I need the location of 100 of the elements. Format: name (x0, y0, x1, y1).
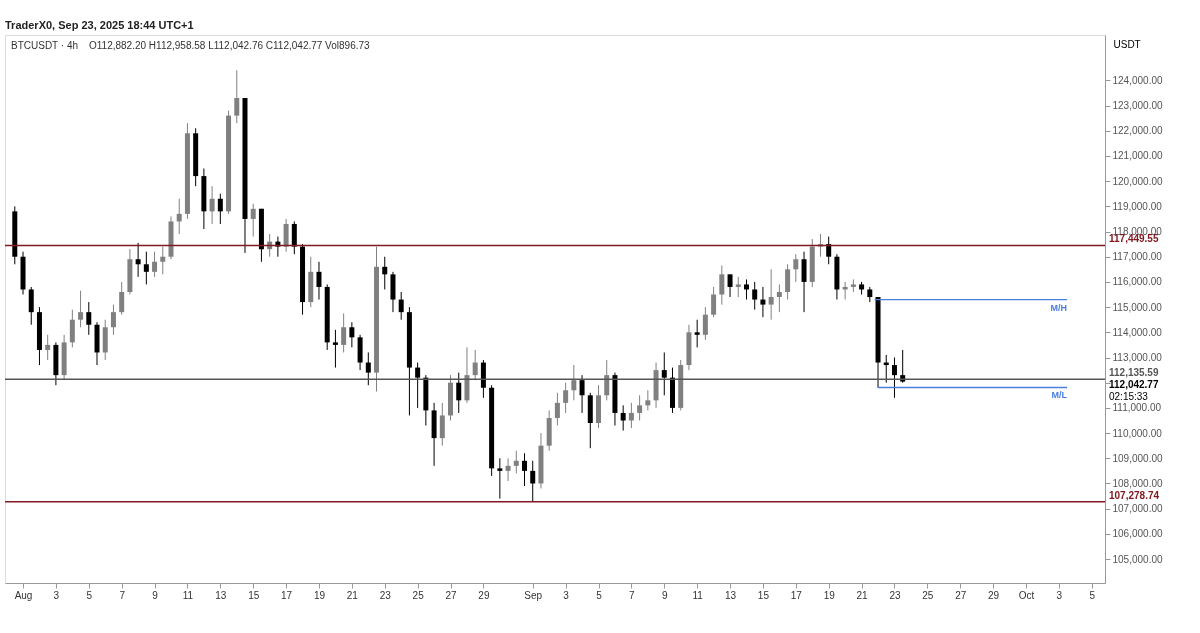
candlestick (45, 334, 51, 361)
candlestick (752, 281, 758, 311)
x-tick-label: 15 (757, 589, 770, 601)
candlestick (234, 69, 240, 124)
candlestick (801, 251, 807, 313)
x-tick-label: 13 (724, 589, 737, 601)
candlestick (530, 460, 536, 502)
y-tick-label: 115,000.00 (1112, 301, 1163, 313)
y-tick-label: 105,000.00 (1112, 553, 1163, 565)
candlestick (209, 185, 215, 225)
x-tick-label: 9 (152, 589, 159, 601)
candlestick (661, 351, 667, 396)
candlestick (505, 457, 511, 482)
x-tick-label: 5 (596, 589, 603, 601)
candlestick (743, 278, 749, 301)
x-tick-label: 17 (281, 589, 293, 601)
x-tick-label: 21 (346, 589, 359, 601)
candlestick (694, 319, 700, 348)
candlestick (579, 374, 585, 414)
y-tick-label: 114,000.00 (1112, 326, 1163, 338)
candlestick (110, 304, 116, 336)
text: 112,042.77 (1109, 379, 1159, 391)
candlestick (554, 392, 560, 427)
candlestick (785, 263, 791, 301)
candlestick (637, 394, 643, 421)
x-tick-label: 25 (412, 589, 425, 601)
candlestick (900, 349, 906, 384)
y-tick-label: 109,000.00 (1112, 452, 1163, 464)
candlestick (826, 236, 832, 265)
x-tick-label: 15 (248, 589, 260, 601)
candlestick (69, 309, 75, 348)
y-tick-label: 116,000.00 (1112, 276, 1163, 288)
candlestick (472, 349, 478, 381)
x-tick-label: 29 (988, 589, 1000, 601)
x-tick-label: 5 (1089, 589, 1096, 601)
x-tick-label: 3 (53, 589, 60, 601)
x-tick-label: 11 (182, 589, 194, 601)
candlestick (620, 404, 626, 432)
x-tick-label: 19 (313, 589, 326, 601)
candlestick (160, 246, 166, 275)
y-tick-label: 107,000.00 (1112, 503, 1163, 515)
candlestick (365, 351, 371, 386)
candlestick (217, 193, 223, 225)
x-tick-label: 3 (1056, 589, 1063, 601)
candlestick (735, 276, 741, 298)
candlestick (332, 329, 338, 369)
y-tick-label: 110,000.00 (1112, 427, 1163, 439)
candlestick (793, 253, 799, 283)
candlestick (456, 372, 462, 414)
candlestick (439, 402, 445, 447)
ref-line-label: 107,278.74 (1109, 489, 1160, 501)
ref-line-label: 112,135.59 (1109, 367, 1159, 379)
candlestick (316, 261, 322, 301)
y-tick-label: 119,000.00 (1112, 200, 1163, 212)
candlestick (78, 290, 84, 328)
y-axis-title: USDT (1113, 38, 1141, 50)
candlestick (341, 312, 347, 353)
candlestick (415, 362, 421, 409)
x-tick-label: 21 (856, 589, 869, 601)
candlestick (711, 286, 717, 318)
candlestick (143, 251, 149, 285)
candlestick (176, 198, 182, 235)
x-tick-label: Aug (14, 589, 33, 601)
candlestick (719, 265, 725, 306)
candlestick (571, 364, 577, 401)
y-tick-label: 111,000.00 (1112, 402, 1162, 414)
x-tick-label: 3 (563, 589, 570, 601)
x-tick-label: Sep (524, 589, 543, 601)
x-tick-label: 27 (445, 589, 458, 601)
series-label: M/L (1051, 390, 1068, 401)
x-tick-label: 9 (661, 589, 668, 601)
text: 02:15:33 (1109, 391, 1149, 403)
candlestick (119, 281, 125, 316)
candlestick (291, 220, 297, 255)
candlestick (28, 286, 34, 326)
candlestick (776, 283, 782, 313)
candlestick (513, 450, 519, 474)
x-tick-label: 25 (922, 589, 934, 601)
candlestick (891, 357, 897, 399)
candlestick (645, 389, 651, 411)
candlestick (522, 452, 528, 487)
candlestick (152, 251, 158, 278)
candlestick (349, 321, 355, 348)
candlestick (760, 286, 766, 318)
chart-title: BTCUSDT · 4h (11, 40, 79, 51)
x-tick-label: 7 (119, 589, 126, 601)
x-tick-label: Oct (1018, 589, 1035, 601)
x-tick-label: 17 (790, 589, 803, 601)
y-tick-label: 106,000.00 (1112, 528, 1163, 540)
x-tick-label: 7 (629, 589, 636, 601)
y-tick-label: 121,000.00 (1112, 150, 1163, 162)
y-tick-label: 120,000.00 (1112, 175, 1163, 187)
x-tick-label: 11 (692, 589, 704, 601)
x-tick-label: 27 (955, 589, 967, 601)
candlestick (563, 382, 569, 414)
candlestick (768, 268, 774, 321)
y-tick-label: 113,000.00 (1112, 352, 1163, 363)
candlestick (283, 218, 289, 253)
y-tick-label: 108,000.00 (1112, 477, 1163, 489)
candlestick (727, 273, 733, 298)
